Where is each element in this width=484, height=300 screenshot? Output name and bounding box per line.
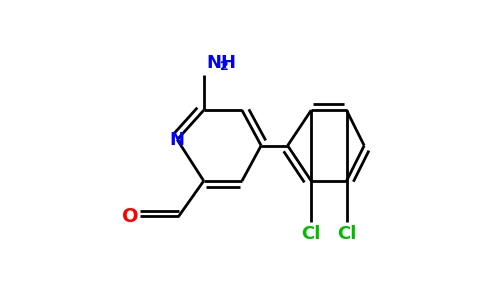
Text: Cl: Cl [337, 225, 356, 243]
Text: 2: 2 [220, 60, 228, 74]
Text: Cl: Cl [302, 225, 321, 243]
Text: N: N [170, 131, 185, 149]
Text: O: O [122, 207, 139, 226]
Text: NH: NH [207, 54, 237, 72]
